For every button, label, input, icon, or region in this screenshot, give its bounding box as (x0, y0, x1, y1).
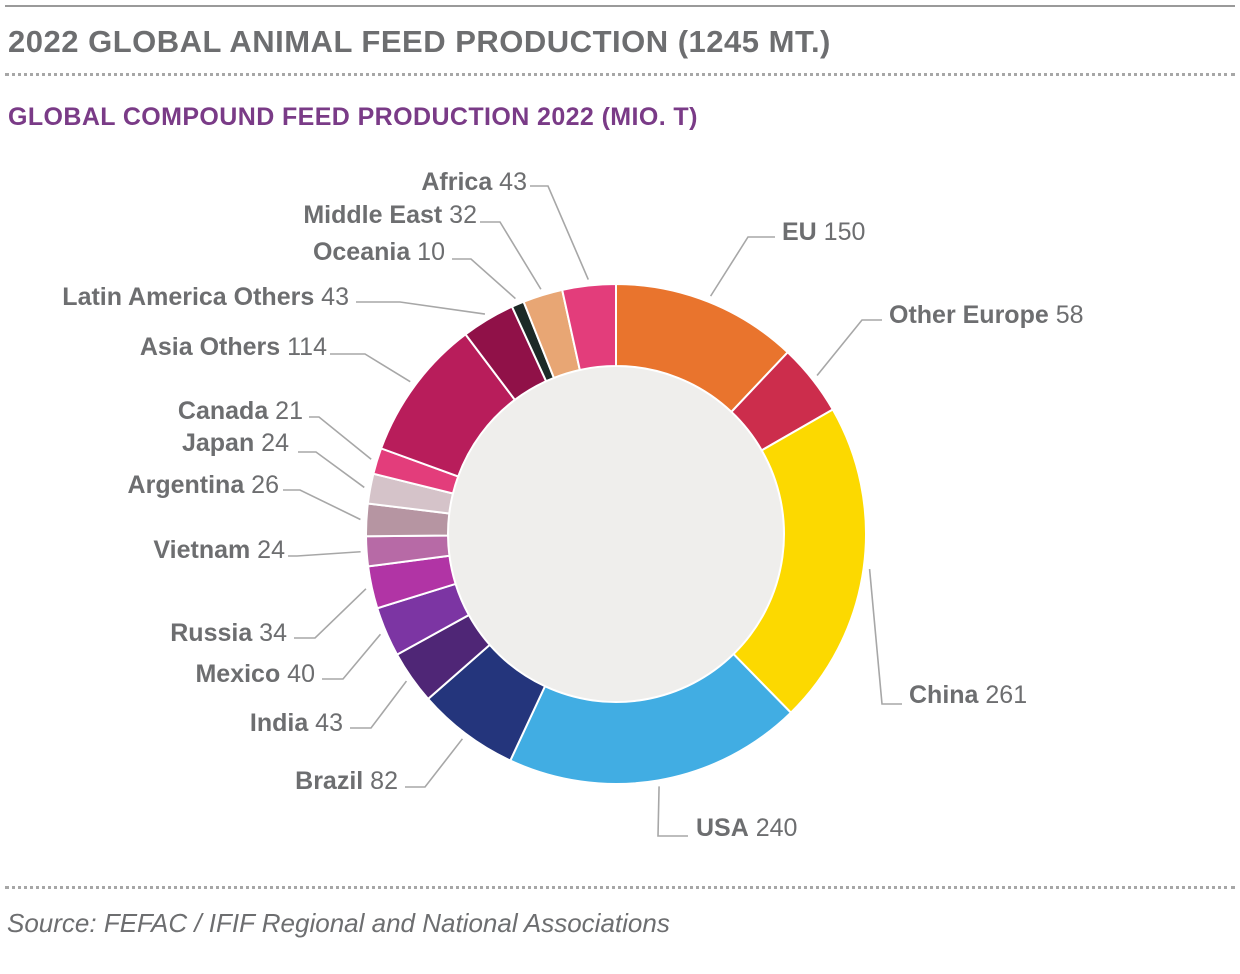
label-name: Asia Others (140, 333, 280, 361)
label-usa: USA 240 (696, 814, 797, 842)
leader-line-africa (530, 185, 590, 280)
label-japan: Japan 24 (182, 429, 289, 457)
label-value: 240 (749, 814, 798, 842)
label-name: Japan (182, 429, 254, 457)
leader-line-oceania (452, 258, 516, 300)
leader-line-brazil (405, 738, 464, 788)
leader-line-argentina (283, 489, 361, 521)
leader-line-other-europe (816, 319, 882, 377)
leader-line-usa (657, 786, 688, 837)
label-value: 32 (442, 201, 477, 229)
label-asia-others: Asia Others 114 (140, 333, 327, 361)
label-value: 10 (410, 238, 445, 266)
label-name: Russia (170, 619, 253, 647)
label-value: 34 (252, 619, 287, 647)
leader-line-china (868, 569, 902, 705)
label-oceania: Oceania 10 (313, 238, 445, 266)
leader-line-vietnam (288, 550, 361, 557)
label-other-europe: Other Europe 58 (889, 301, 1084, 329)
label-value: 261 (978, 681, 1027, 709)
label-value: 26 (244, 471, 279, 499)
label-value: 21 (268, 397, 303, 425)
leader-line-mexico (322, 633, 382, 680)
label-value: 43 (314, 283, 349, 311)
donut-center (449, 367, 783, 701)
label-mexico: Mexico 40 (195, 660, 315, 688)
label-name: India (250, 709, 309, 737)
leader-line-india (350, 680, 408, 729)
leader-lines (283, 185, 902, 837)
main-title: 2022 GLOBAL ANIMAL FEED PRODUCTION (1245… (8, 24, 831, 59)
divider-top (5, 73, 1235, 76)
label-name: EU (782, 218, 817, 246)
top-rule (5, 5, 1235, 7)
label-name: Middle East (303, 201, 443, 229)
label-value: 24 (254, 429, 289, 457)
label-name: Africa (421, 168, 493, 196)
label-name: Mexico (195, 660, 280, 688)
label-value: 43 (492, 168, 527, 196)
label-value: 24 (250, 536, 285, 564)
label-name: Other Europe (889, 301, 1049, 329)
label-name: Argentina (128, 471, 246, 499)
donut-slices (365, 282, 867, 785)
leader-line-asia-others (330, 353, 411, 383)
label-china: China 261 (909, 681, 1027, 709)
leader-line-eu (709, 236, 775, 297)
leader-line-latin-america-others (356, 301, 486, 315)
label-value: 150 (817, 218, 866, 246)
label-name: USA (696, 814, 749, 842)
label-brazil: Brazil 82 (295, 767, 398, 795)
leader-line-russia (294, 588, 367, 639)
label-name: China (909, 681, 980, 709)
label-name: Canada (178, 397, 269, 425)
label-name: Vietnam (153, 536, 250, 564)
label-india: India 43 (250, 709, 343, 737)
chart-title: GLOBAL COMPOUND FEED PRODUCTION 2022 (MI… (8, 103, 698, 131)
slice-africa (560, 282, 617, 372)
label-name: Latin America Others (62, 283, 314, 311)
label-argentina: Argentina 26 (128, 471, 279, 499)
leader-line-japan (298, 451, 365, 489)
label-value: 43 (308, 709, 343, 737)
label-eu: EU 150 (782, 218, 865, 246)
label-value: 114 (280, 333, 327, 361)
leader-line-canada (309, 416, 372, 460)
label-name: Brazil (295, 767, 363, 795)
label-africa: Africa 43 (421, 168, 527, 196)
label-latin-america-others: Latin America Others 43 (62, 283, 349, 311)
label-value: 82 (363, 767, 398, 795)
label-russia: Russia 34 (170, 619, 287, 647)
label-value: 58 (1049, 301, 1084, 329)
slice-labels: EU 150 Other Europe 58 China 261 USA 240 Bra… (62, 168, 1083, 842)
source-note: Source: FEFAC / IFIF Regional and Nation… (7, 908, 670, 938)
label-vietnam: Vietnam 24 (153, 536, 285, 564)
label-value: 40 (280, 660, 315, 688)
label-canada: Canada 21 (178, 397, 303, 425)
label-middle-east: Middle East 32 (303, 201, 477, 229)
divider-bottom (5, 886, 1235, 889)
label-name: Oceania (313, 238, 411, 266)
leader-line-middle-east (480, 221, 542, 290)
